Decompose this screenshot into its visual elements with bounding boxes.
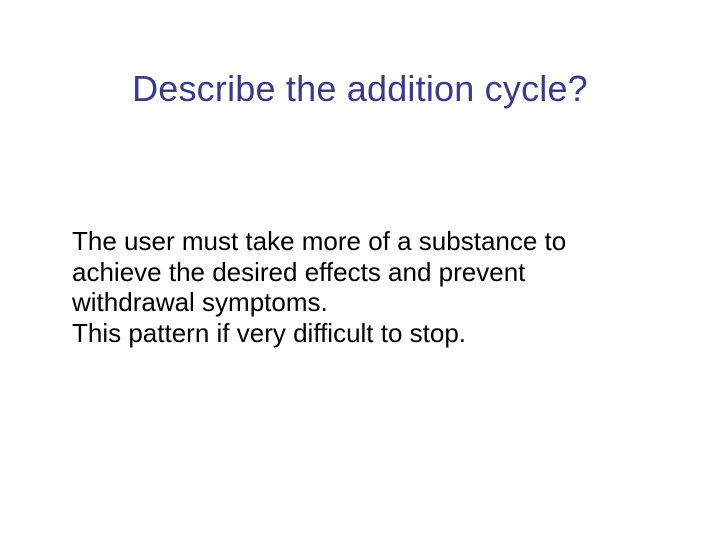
slide: Describe the addition cycle? The user mu… xyxy=(0,0,720,540)
body-paragraph-1: The user must take more of a substance t… xyxy=(72,226,648,318)
body-paragraph-2: This pattern if very difficult to stop. xyxy=(72,318,648,349)
slide-body: The user must take more of a substance t… xyxy=(72,226,648,349)
slide-title: Describe the addition cycle? xyxy=(0,68,720,110)
